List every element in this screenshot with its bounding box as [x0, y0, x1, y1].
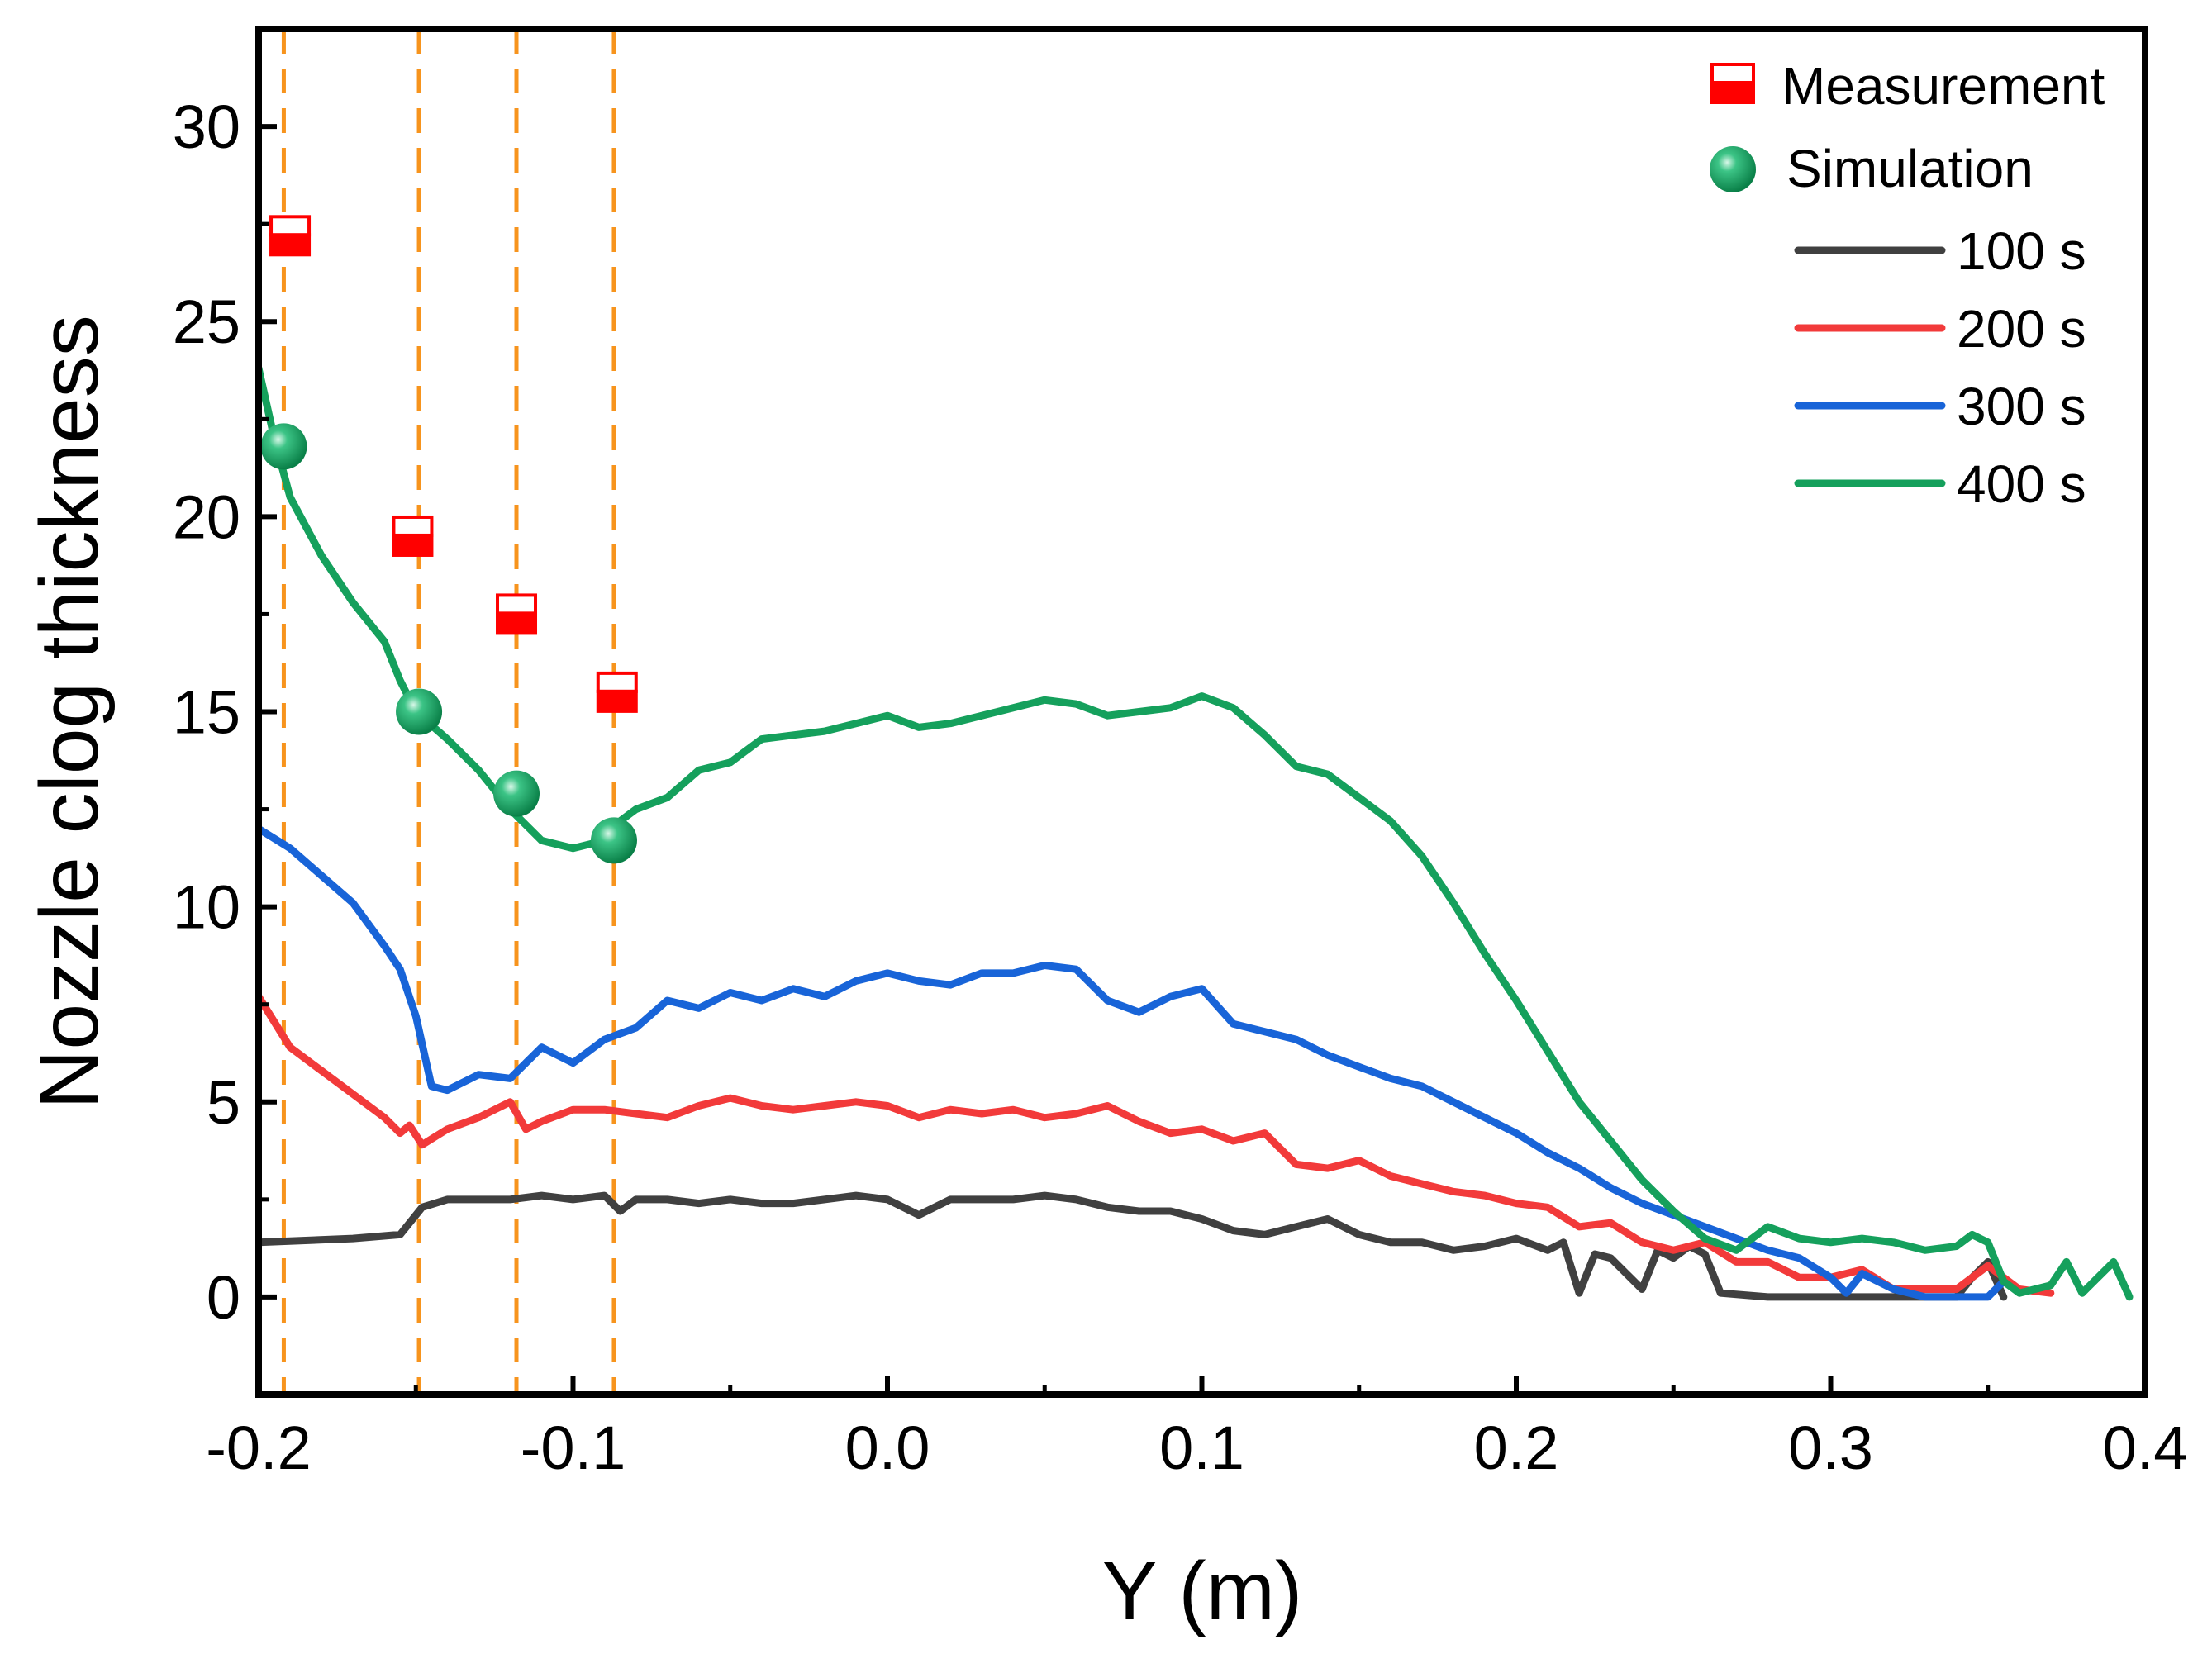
simulation-points [260, 423, 637, 864]
plot-frame [255, 26, 2148, 1398]
x-axis-title: Y (m) [1102, 1545, 1303, 1637]
legend-label-0: 100 s [1957, 221, 2086, 281]
legend-item-100s: 100 s [1794, 221, 2086, 281]
measurement-points [269, 215, 638, 713]
series-line-100s [259, 1191, 2008, 1301]
y-axis-title: Nozzle clog thickness [23, 315, 116, 1110]
measurement-point-1 [392, 515, 434, 557]
measurement-point-2 [496, 593, 538, 635]
x-tick-label-2: 0.0 [845, 1414, 930, 1482]
simulation-point-0 [260, 423, 307, 470]
legend-item-300s: 300 s [1794, 377, 2086, 436]
x-tick-label-3: 0.1 [1159, 1414, 1244, 1482]
legend-label-2: 300 s [1957, 377, 2086, 436]
legend-item-200s: 200 s [1794, 299, 2086, 359]
y-tick-label-0: 0 [207, 1263, 240, 1332]
x-tick-label-6: 0.4 [2103, 1414, 2188, 1482]
x-axis: -0.2 -0.1 0.0 0.1 0.2 0.3 0.4 [206, 1376, 2187, 1482]
legend: Measurement Simulation 100 s 200 s 300 s 40… [1710, 56, 2105, 514]
x-tick-label-0: -0.2 [206, 1414, 312, 1482]
measurement-point-3 [596, 671, 638, 713]
y-tick-label-3: 15 [173, 678, 240, 747]
y-axis: 0 5 10 15 20 25 30 [173, 93, 277, 1332]
x-tick-label-4: 0.2 [1474, 1414, 1559, 1482]
x-tick-label-1: -0.1 [521, 1414, 626, 1482]
legend-item-measurement: Measurement [1710, 56, 2105, 116]
y-tick-label-5: 25 [173, 288, 240, 356]
legend-label-3: 400 s [1957, 454, 2086, 514]
simulation-point-2 [493, 770, 540, 817]
y-tick-label-6: 30 [173, 93, 240, 161]
y-tick-label-4: 20 [173, 482, 240, 551]
legend-simulation-label: Simulation [1786, 139, 2034, 198]
legend-measurement-label: Measurement [1781, 56, 2105, 116]
reference-lines [281, 29, 616, 1395]
measurement-point-0 [269, 215, 312, 257]
series-line-200s [259, 992, 2055, 1297]
series-line-400s [259, 364, 2134, 1301]
legend-item-400s: 400 s [1794, 454, 2086, 514]
legend-simulation-marker [1710, 146, 1756, 192]
legend-measurement-marker-top [1710, 63, 1755, 84]
legend-label-1: 200 s [1957, 299, 2086, 359]
legend-item-simulation: Simulation [1710, 139, 2034, 198]
simulation-point-3 [590, 817, 637, 864]
y-tick-label-1: 5 [207, 1068, 240, 1137]
series-lines [259, 364, 2134, 1301]
legend-measurement-marker-bottom [1710, 81, 1755, 104]
y-tick-label-2: 10 [173, 873, 240, 942]
simulation-point-1 [396, 688, 443, 735]
x-tick-label-5: 0.3 [1788, 1414, 1873, 1482]
series-line-300s [259, 824, 2008, 1301]
